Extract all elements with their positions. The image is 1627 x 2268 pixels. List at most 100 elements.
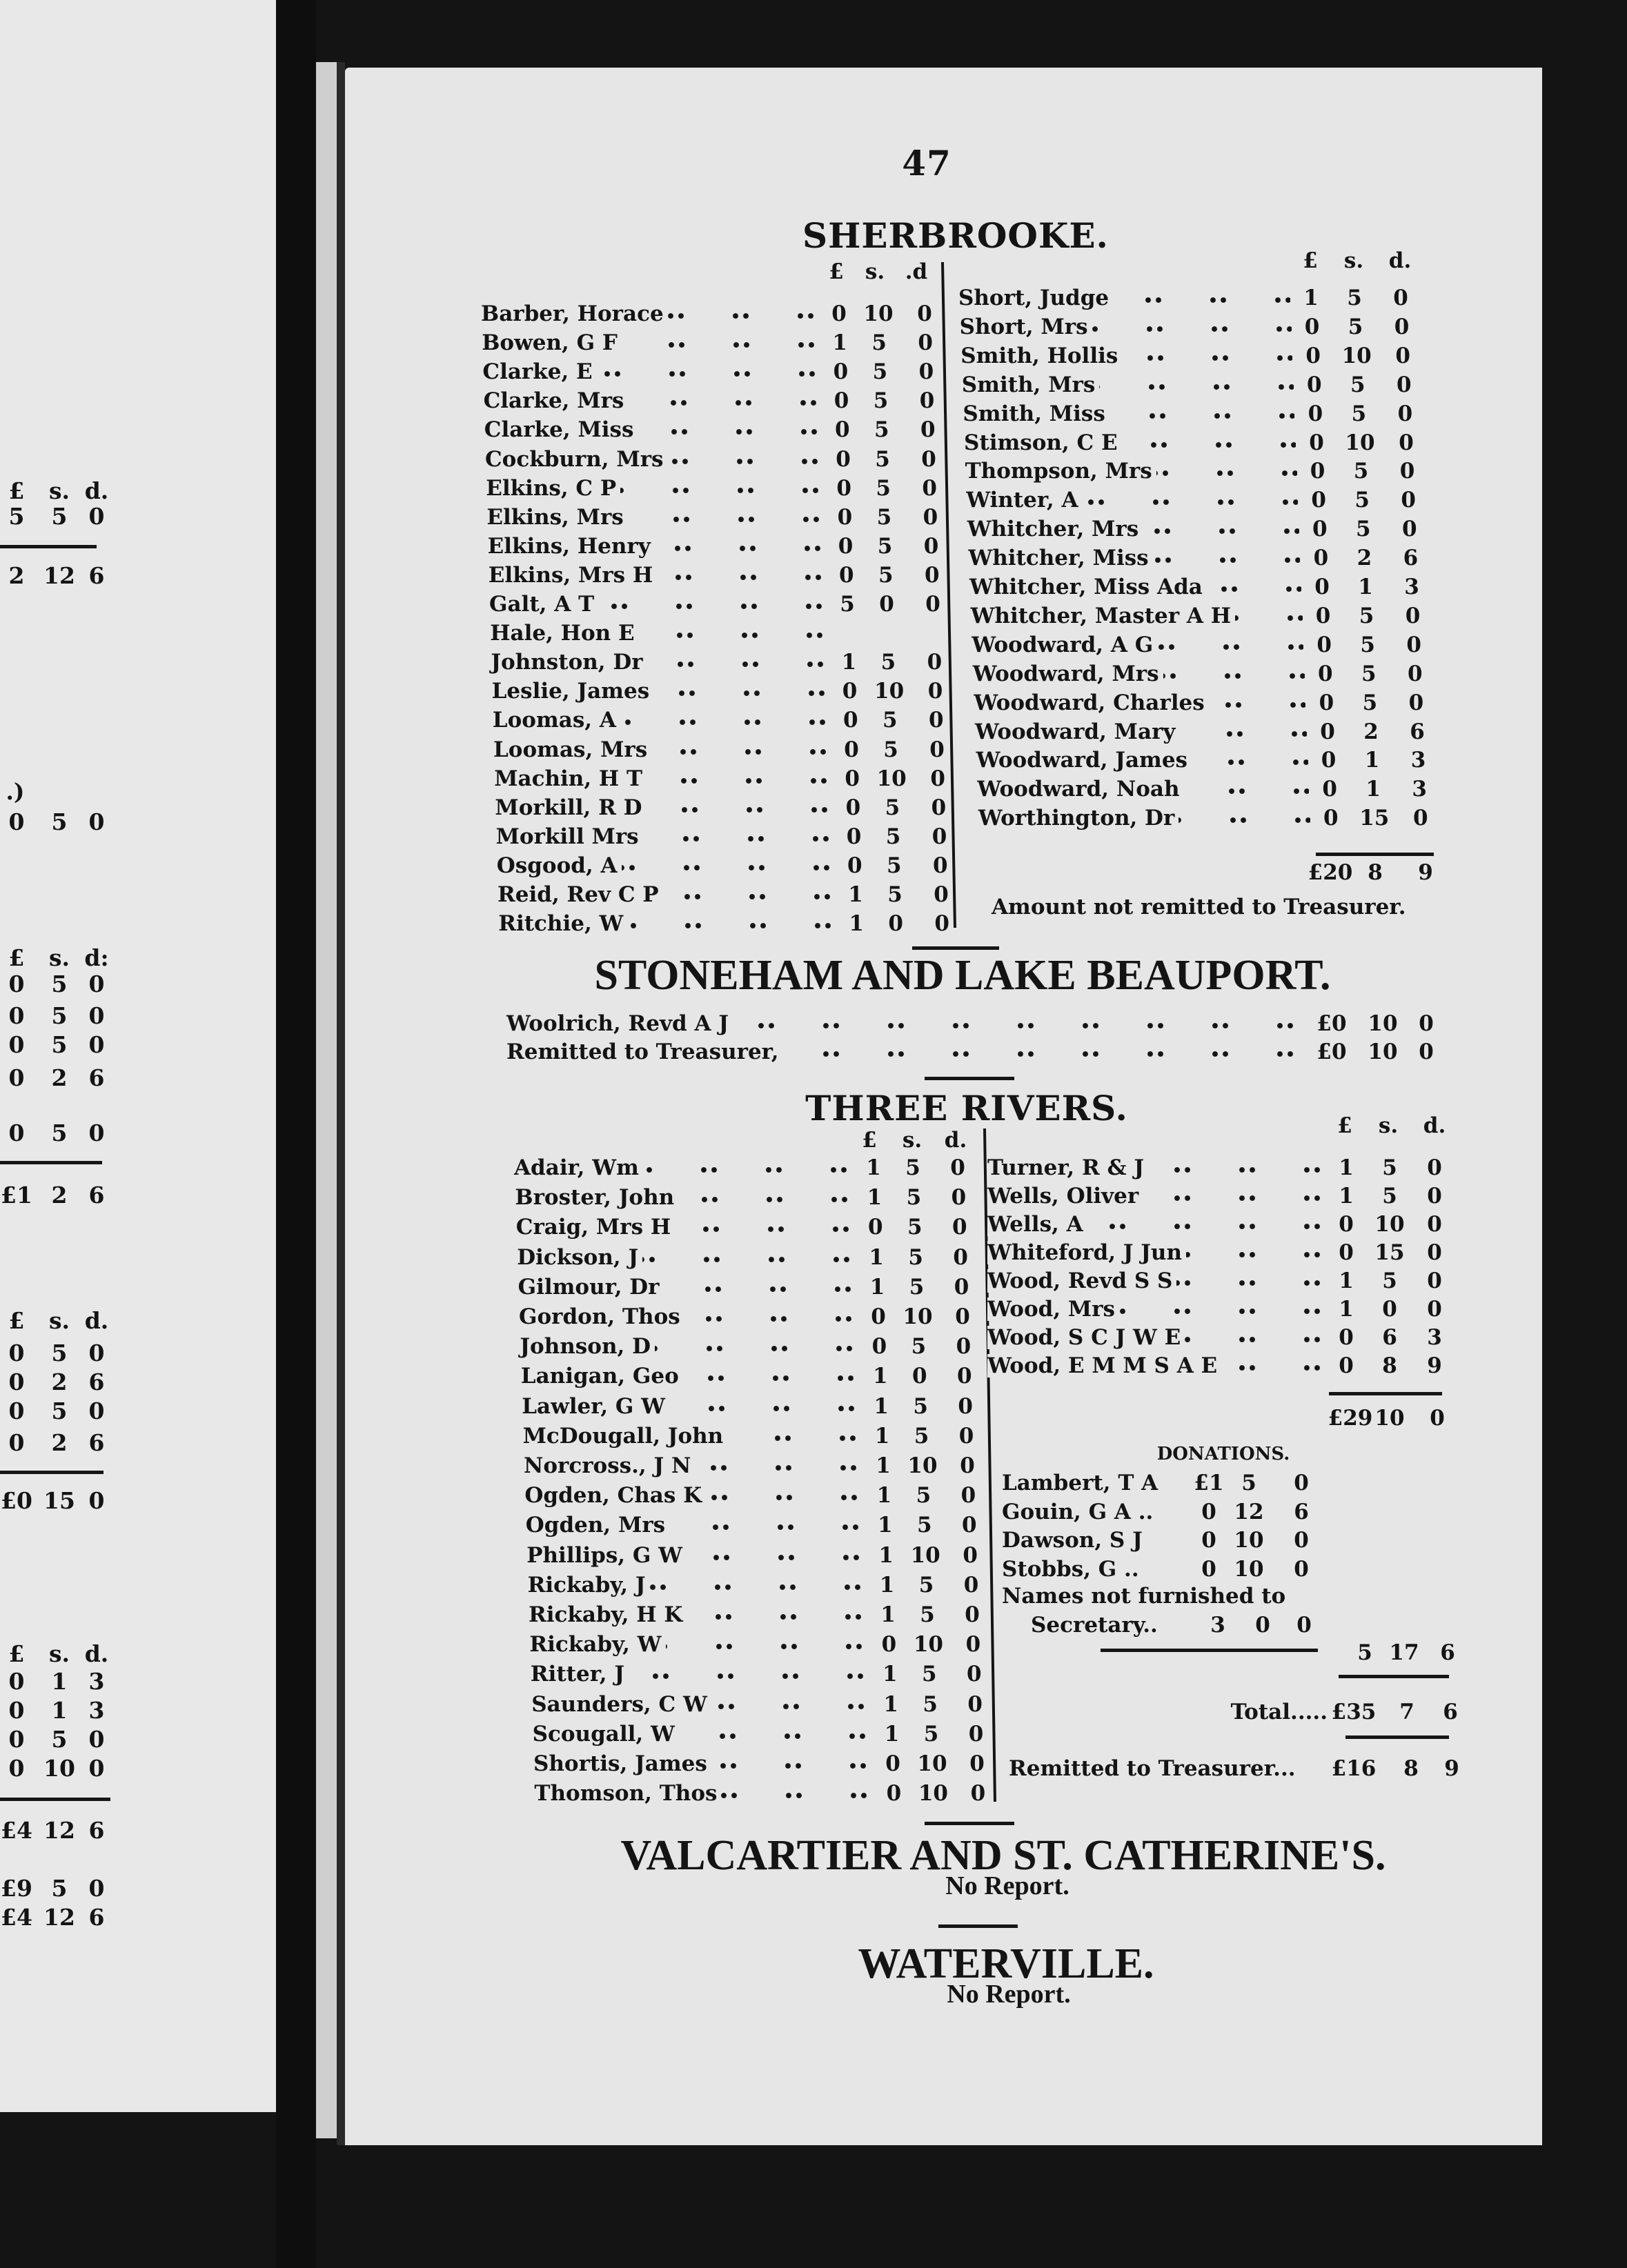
fragment-shillings: s. [48, 1307, 70, 1334]
page-edge [337, 62, 345, 2145]
amount-pence: 0 [954, 1274, 969, 1300]
contributor-name: Gordon, Thos [519, 1305, 684, 1329]
contributor-name: Smith, Mrs [961, 372, 1100, 397]
amount-pounds: 0 [1308, 401, 1323, 426]
amount-shillings: 5 [880, 650, 896, 675]
remitted-shillings: 8 [1403, 1756, 1419, 1781]
dot-leader [994, 499, 1299, 506]
amount-pence: 0 [927, 650, 943, 675]
fragment-pence: 0 [88, 503, 105, 530]
fragment-shillings: 15 [43, 1487, 75, 1514]
amount-shillings: 5 [918, 1572, 934, 1598]
amount-pounds: 0 [845, 795, 861, 820]
amount-pence: 0 [922, 475, 937, 501]
contributor-name: Whitcher, Miss Ada [969, 575, 1207, 599]
dot-leader [517, 632, 824, 639]
amount-pounds: 1 [869, 1274, 885, 1300]
amount-shillings: 5 [913, 1393, 928, 1419]
amount-pounds: 1 [867, 1185, 882, 1211]
amount-shillings: 5 [878, 562, 894, 588]
fragment-shillings: 5 [51, 1726, 68, 1753]
amount-shillings: 5 [914, 1423, 929, 1449]
dot-leader [549, 1404, 857, 1412]
dot-leader [524, 864, 830, 871]
fragment-shillings: 2 [51, 1429, 68, 1456]
contributor-name: Woodward, Charles [974, 690, 1209, 715]
amount-pence: 0 [970, 1781, 986, 1807]
amount-pence: 0 [918, 330, 933, 356]
amount-pence: 0 [967, 1691, 983, 1717]
amount-shillings: 5 [911, 1334, 927, 1360]
fragment-pounds: £ [8, 1640, 25, 1667]
amount-pounds: 0 [835, 417, 850, 443]
amount-pence: 0 [1402, 517, 1417, 542]
amount-pounds: 0 [1304, 314, 1320, 339]
amount-shillings: 10 [1345, 430, 1375, 455]
contributor-name: Smith, Hollis [960, 344, 1123, 368]
contributor-name: Smith, Miss [963, 401, 1110, 426]
amount-pounds: 0 [845, 766, 860, 791]
section-divider [925, 1822, 1014, 1825]
contributor-name: Ogden, Mrs [525, 1513, 670, 1538]
dot-leader [526, 922, 832, 930]
secretary-label: Secretary.. [1031, 1613, 1158, 1638]
donation-pence: 6 [1294, 1499, 1309, 1524]
amount-shillings: 10 [874, 679, 905, 704]
donation-pounds: 0 [1201, 1499, 1216, 1524]
donation-pence: 0 [1294, 1528, 1309, 1553]
fragment-pence: 6 [88, 1904, 105, 1931]
amount-shillings: 5 [907, 1215, 923, 1240]
contributor-name: Osgood, A [496, 853, 622, 877]
amount-shillings: 10 [918, 1781, 948, 1807]
fragment-shillings: 5 [51, 808, 68, 835]
donations-heading: DONATIONS. [1156, 1444, 1290, 1464]
amount-pence: 0 [1408, 661, 1423, 686]
contributor-name: Wood, S C J W E [987, 1326, 1185, 1349]
fragment-pence: 0 [88, 808, 105, 835]
fragment-pence: 6 [88, 1369, 105, 1395]
fragment-shillings: 1 [51, 1697, 68, 1724]
fragment-pence: d. [84, 477, 109, 504]
dot-leader [560, 1732, 867, 1740]
dot-leader [1015, 1223, 1321, 1230]
amount-pounds: 0 [837, 504, 853, 530]
fragment-pence: d. [84, 1640, 109, 1667]
fragment-shillings: 12 [43, 562, 75, 589]
contributor-name: Whitcher, Miss [968, 546, 1153, 570]
donation-shillings: 10 [1234, 1528, 1264, 1553]
amount-pence: 0 [963, 1572, 979, 1598]
amount-pounds: 0 [1323, 806, 1339, 831]
contributor-name: Broster, John [515, 1186, 679, 1210]
dot-leader [509, 341, 816, 349]
donation-shillings: 12 [1234, 1499, 1264, 1524]
amount-pence: 0 [968, 1721, 984, 1747]
amount-pounds: 0 [886, 1781, 902, 1807]
fragment-pence: 0 [88, 1340, 105, 1366]
amount-shillings: 5 [917, 1513, 932, 1538]
fragment-pounds: £ [8, 1307, 25, 1334]
dot-leader [544, 1255, 852, 1263]
page-number: 47 [902, 143, 951, 183]
fragment-pounds: 0 [8, 1340, 25, 1366]
dot-leader [514, 515, 820, 523]
fragment-shillings: 2 [51, 1182, 68, 1208]
amount-pence: 0 [1427, 1240, 1442, 1265]
amount-shillings: 10 [903, 1304, 933, 1329]
dot-leader [518, 661, 825, 668]
fragment-shillings: s. [48, 944, 70, 971]
amount-pounds: 0 [833, 359, 849, 385]
amount-pence: 0 [1427, 1155, 1442, 1180]
amount-pence: 0 [1393, 286, 1408, 310]
dot-leader [522, 806, 829, 813]
amount-pounds: 0 [871, 1304, 886, 1329]
amount-pounds: 0 [844, 737, 859, 762]
amount-shillings: 10 [863, 301, 894, 326]
amount-shillings: 10 [1374, 1212, 1405, 1237]
amount-pence: 0 [1427, 1212, 1442, 1237]
amount-shillings: 15 [1374, 1240, 1405, 1265]
dot-leader [522, 777, 828, 784]
amount-pounds: 0 [1321, 748, 1337, 773]
contributor-name: Bowen, G F [482, 331, 622, 355]
amount-pence: 0 [918, 359, 934, 385]
